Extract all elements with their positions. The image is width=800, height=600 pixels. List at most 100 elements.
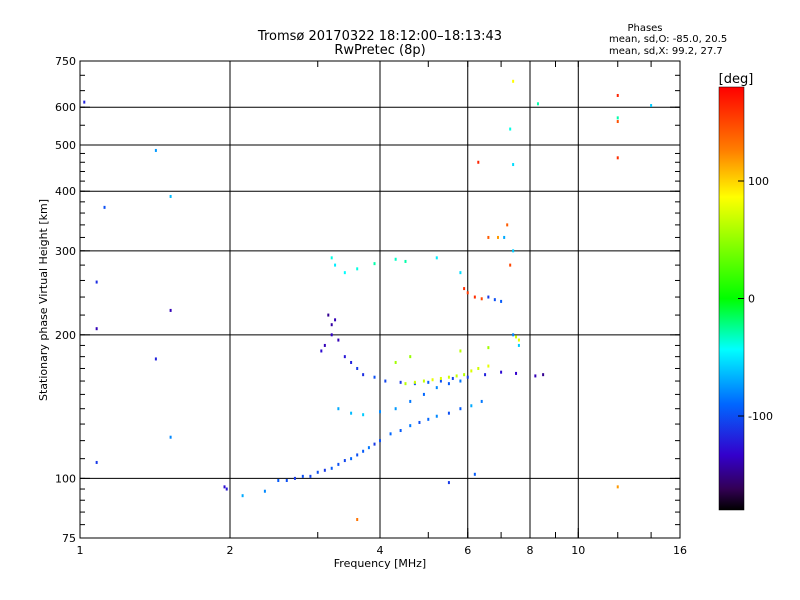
echo-point xyxy=(487,295,490,299)
echo-point xyxy=(484,373,487,377)
echo-point xyxy=(515,371,518,375)
echo-point xyxy=(337,338,340,342)
echo-point xyxy=(373,375,376,379)
echo-point xyxy=(169,194,172,198)
echo-point xyxy=(473,472,476,476)
echo-point xyxy=(542,373,545,377)
echo-point xyxy=(616,156,619,160)
echo-point xyxy=(95,327,98,331)
echo-point xyxy=(459,271,462,275)
x-tick-label: 8 xyxy=(527,544,534,557)
echo-point xyxy=(373,262,376,266)
echo-point xyxy=(616,116,619,120)
echo-point xyxy=(337,407,340,411)
echo-point xyxy=(394,360,397,364)
echo-point xyxy=(389,432,392,436)
echo-point xyxy=(515,335,518,339)
echo-point xyxy=(477,160,480,164)
y-tick-label: 400 xyxy=(55,185,76,198)
echo-point xyxy=(350,411,353,415)
echo-point xyxy=(447,411,450,415)
x-tick-label: 10 xyxy=(571,544,585,557)
echo-point xyxy=(169,435,172,439)
echo-point xyxy=(83,100,86,104)
echo-point xyxy=(506,223,509,227)
echo-point xyxy=(477,366,480,370)
echo-point xyxy=(343,459,346,463)
echo-point xyxy=(616,120,619,124)
echo-point xyxy=(512,79,515,83)
echo-point xyxy=(356,518,359,522)
echo-point xyxy=(509,127,512,131)
echo-point xyxy=(285,478,288,482)
echo-point xyxy=(427,417,430,421)
y-tick-label: 600 xyxy=(55,101,76,114)
echo-point xyxy=(463,287,466,291)
echo-point xyxy=(373,442,376,446)
echo-point xyxy=(343,271,346,275)
echo-point xyxy=(356,366,359,370)
echo-point xyxy=(455,374,458,378)
echo-point xyxy=(431,378,434,382)
echo-point xyxy=(500,370,503,374)
echo-point xyxy=(427,380,430,384)
echo-point xyxy=(435,256,438,260)
echo-point xyxy=(323,468,326,472)
echo-point xyxy=(512,163,515,167)
colorbar-ticks: 100 0 -100 xyxy=(738,175,773,423)
echo-point xyxy=(512,333,515,337)
y-axis-label: Stationary phase Virtual Height [km] xyxy=(37,199,50,401)
echo-point xyxy=(323,343,326,347)
echo-point xyxy=(350,360,353,364)
echo-point xyxy=(379,439,381,443)
echo-point xyxy=(512,249,515,253)
echo-point xyxy=(435,386,438,390)
colorbar-tick-label: 100 xyxy=(748,175,769,188)
echo-point xyxy=(330,256,333,260)
y-tick-label: 500 xyxy=(55,139,76,152)
axis-ticks: 1 2 4 6 8 10 16 75 100 200 300 400 500 600 750 xyxy=(55,55,687,557)
echo-point xyxy=(263,489,266,493)
echo-point xyxy=(447,382,450,386)
echo-point xyxy=(399,380,402,384)
y-tick-label: 200 xyxy=(55,329,76,342)
echo-point xyxy=(154,148,157,152)
echo-point xyxy=(334,318,337,322)
y-tick-label: 750 xyxy=(55,55,76,68)
echo-point xyxy=(409,424,412,428)
echo-point xyxy=(95,460,98,464)
echo-point xyxy=(422,379,425,383)
echo-point xyxy=(487,364,490,368)
echo-point xyxy=(470,404,473,408)
echo-point xyxy=(466,375,469,379)
echo-point xyxy=(404,259,407,263)
echo-point xyxy=(154,357,157,361)
echo-point xyxy=(394,407,397,411)
echo-points xyxy=(83,79,653,522)
echo-point xyxy=(517,338,520,342)
x-tick-label: 4 xyxy=(377,544,384,557)
echo-point xyxy=(459,379,462,383)
echo-point xyxy=(394,257,397,261)
echo-point xyxy=(509,263,512,267)
echo-point xyxy=(350,457,353,461)
echo-point xyxy=(418,420,421,424)
echo-point xyxy=(337,462,340,466)
colorbar-label: [deg] xyxy=(719,72,754,87)
echo-point xyxy=(334,263,337,267)
echo-point xyxy=(404,382,407,386)
echo-point xyxy=(356,453,359,457)
x-tick-label: 1 xyxy=(77,544,84,557)
echo-point xyxy=(459,349,462,353)
echo-point xyxy=(379,410,381,414)
echo-point xyxy=(309,474,312,478)
colorbar-tick-label: 0 xyxy=(748,293,755,306)
x-tick-label: 16 xyxy=(673,544,687,557)
echo-point xyxy=(435,414,438,418)
echo-point xyxy=(223,485,226,489)
echo-point xyxy=(330,333,333,337)
echo-point xyxy=(409,355,412,359)
echo-point xyxy=(399,429,402,433)
echo-point xyxy=(103,205,106,209)
echo-point xyxy=(316,470,319,474)
